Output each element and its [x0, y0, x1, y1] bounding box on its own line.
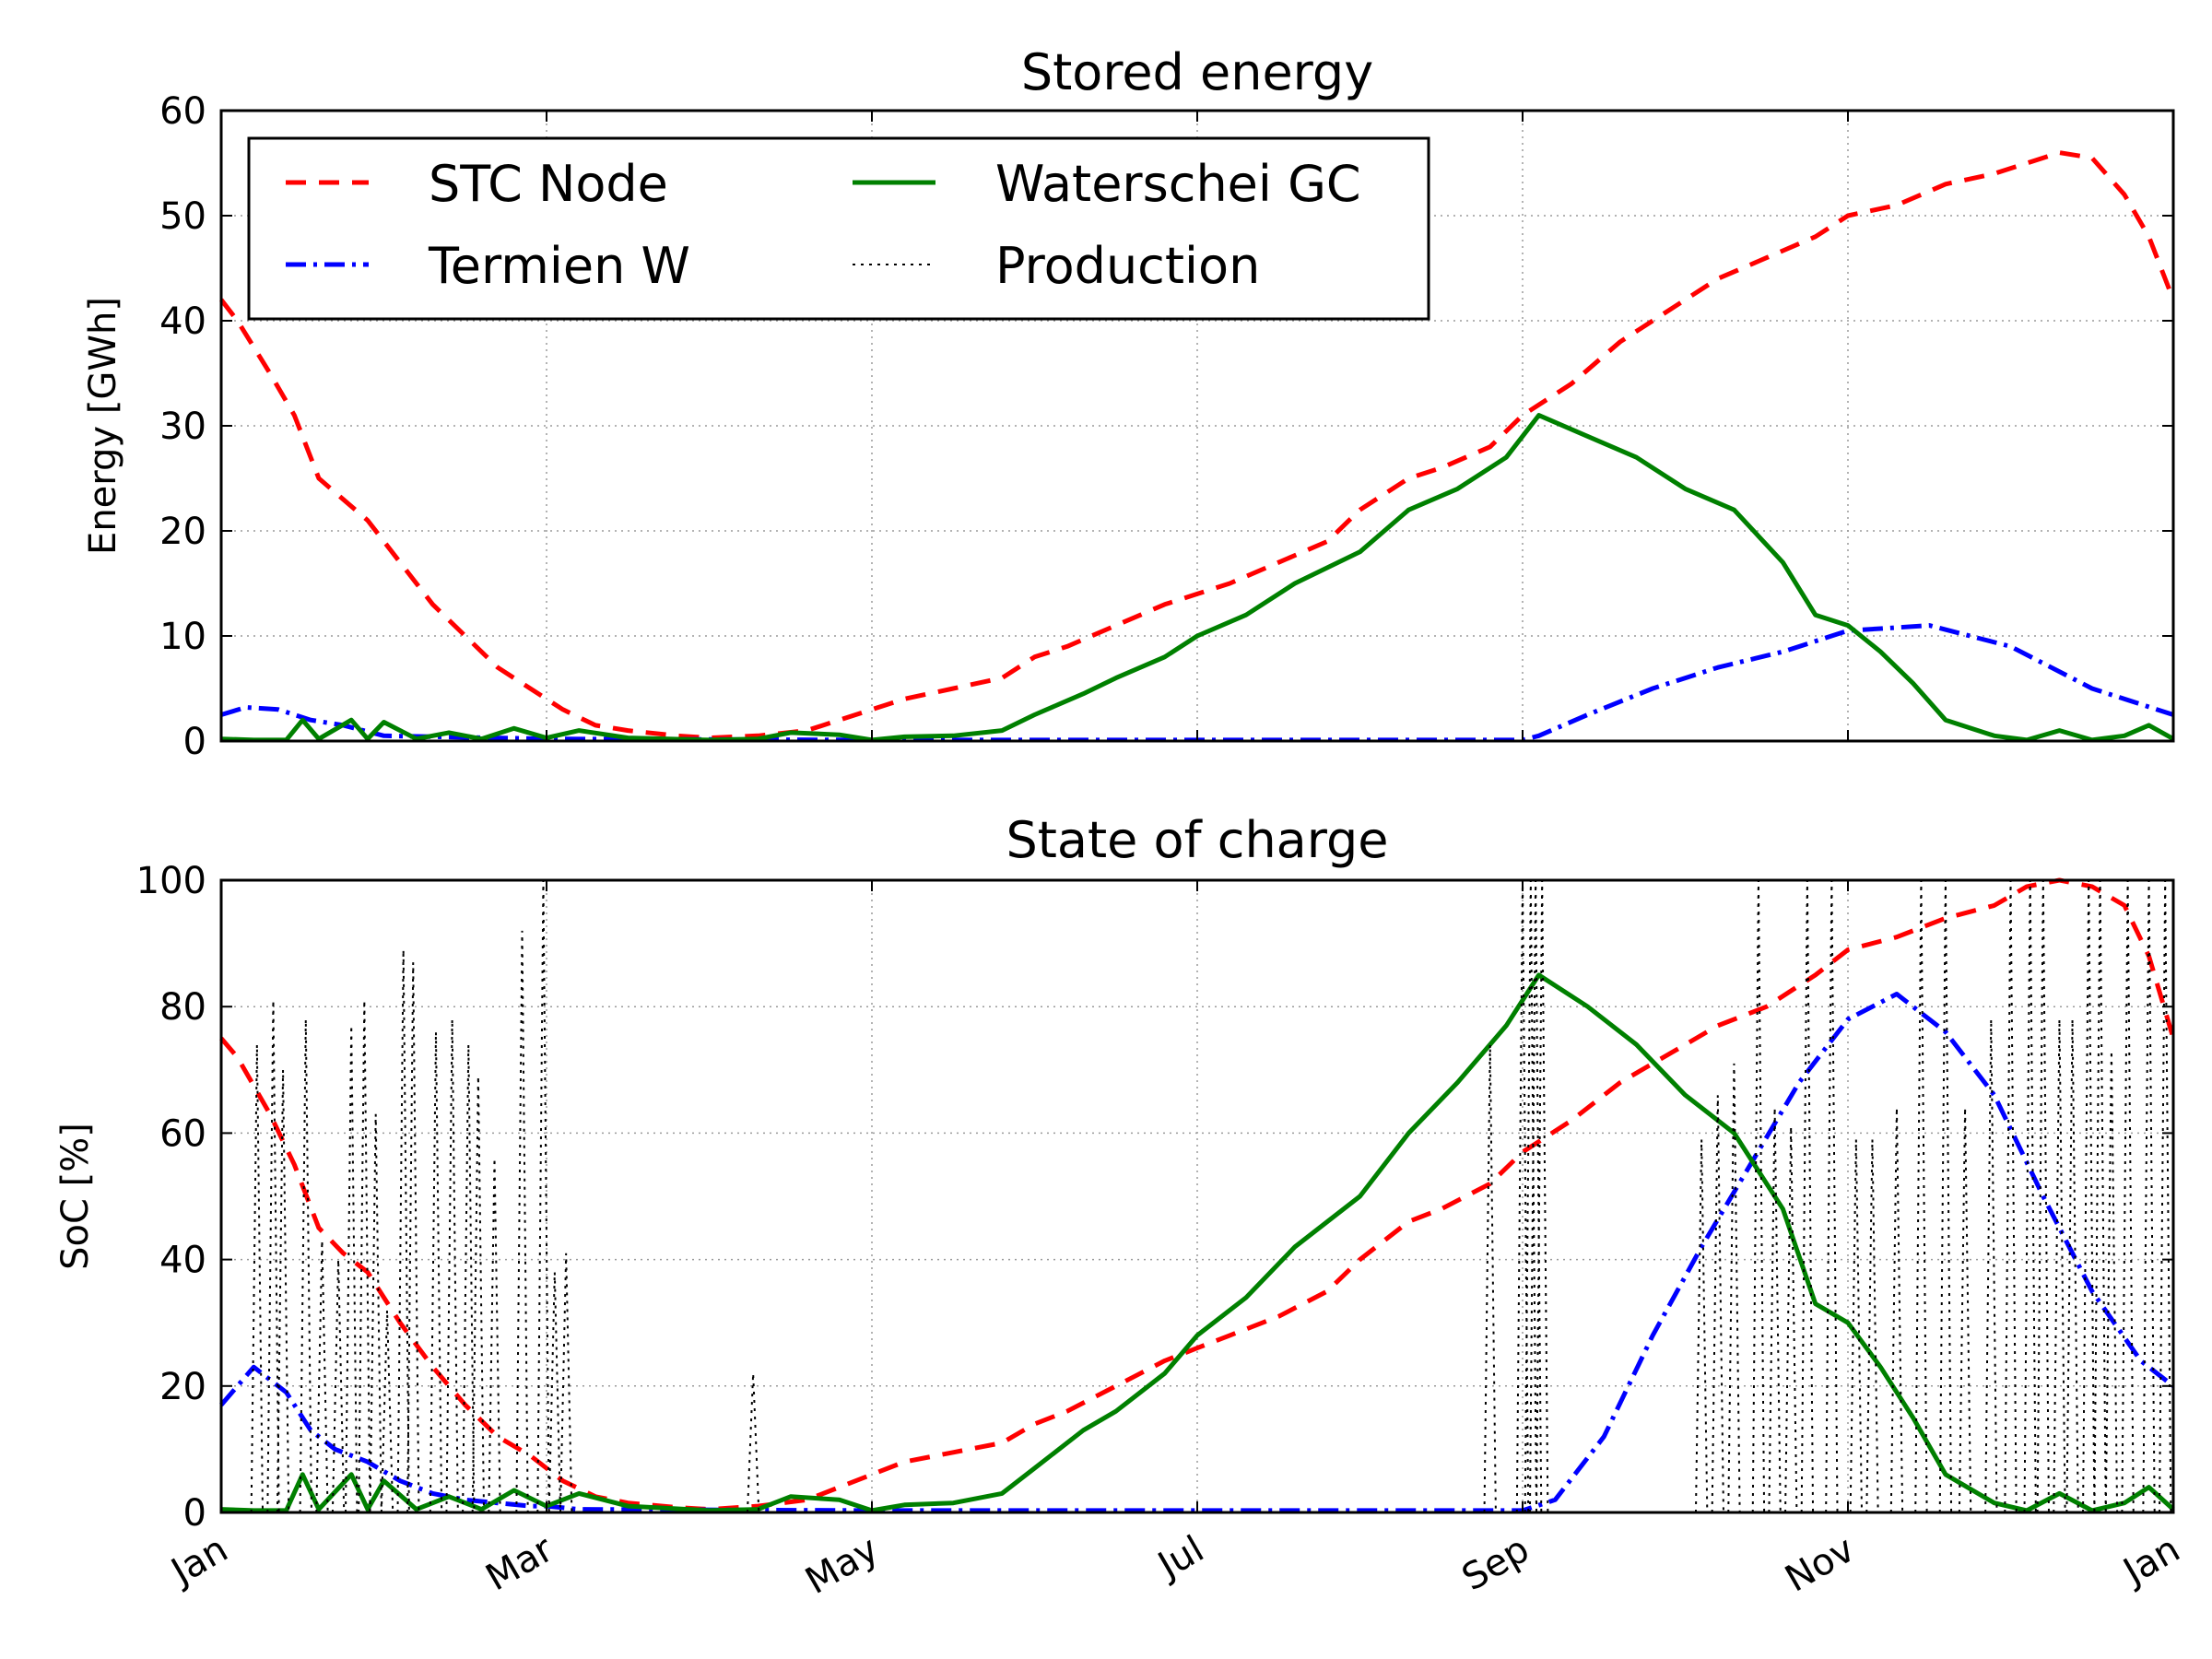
stored-energy-series-stc-node	[219, 150, 2176, 741]
stored-energy-panel: 0 10 20 30 40 50 60 Stored energy Energy [GWh]…	[82, 43, 2176, 763]
state-of-charge-ytick-label-4: 80	[159, 986, 206, 1029]
state-of-charge-production-spike-8	[369, 1113, 382, 1513]
state-of-charge-production-spike-14	[462, 1044, 476, 1513]
legend-label-waterschei-gc: Waterschei GC	[995, 155, 1361, 213]
stored-energy-ytick-label-0: 0	[183, 721, 206, 763]
stored-energy-ytick-label-2: 20	[159, 511, 206, 553]
state-of-charge-grid	[221, 880, 2173, 1512]
state-of-charge-production-spike-5	[331, 1259, 346, 1513]
state-of-charge-series-waterschei-gc	[220, 972, 2175, 1513]
state-of-charge-title: State of charge	[1006, 811, 1388, 869]
state-of-charge-production-spike-40	[1958, 1107, 1972, 1513]
state-of-charge-production-spike-9	[380, 1310, 394, 1513]
state-of-charge-production-spike-10	[396, 949, 410, 1513]
state-of-charge-production-spike-11	[406, 962, 420, 1513]
state-of-charge-production-spike-28	[1711, 1095, 1724, 1513]
state-of-charge-ytick-label-5: 100	[136, 860, 206, 902]
state-of-charge-ytick-label-2: 40	[159, 1240, 206, 1282]
state-of-charge-ytick-label-0: 0	[183, 1492, 206, 1535]
legend-box	[247, 136, 1430, 321]
state-of-charge-ylabel: SoC [%]	[54, 1123, 97, 1270]
state-of-charge-series-termien-w	[219, 992, 2175, 1513]
stored-energy-series-waterschei-gc	[220, 413, 2175, 743]
state-of-charge-production-spike-13	[445, 1018, 459, 1513]
legend-label-termien-w: Termien W	[428, 237, 690, 295]
state-of-charge-production-spike-37	[1889, 1107, 1904, 1513]
stored-energy-ylabel: Energy [GWh]	[82, 297, 124, 555]
state-of-charge-production-spike-20	[559, 1253, 573, 1513]
state-of-charge-production-spike-17	[515, 930, 529, 1513]
state-of-charge-ytick-label-3: 60	[159, 1112, 206, 1155]
state-of-charge-production-spike-29	[1727, 1063, 1741, 1513]
legend: STC Node Termien W Waterschei GC Product…	[247, 136, 1430, 321]
state-of-charge-production-spike-16	[488, 1158, 501, 1513]
stored-energy-title: Stored energy	[1021, 43, 1373, 101]
legend-label-stc-node: STC Node	[429, 155, 668, 213]
state-of-charge-production-spike-3	[299, 1018, 312, 1513]
state-of-charge-production-spike-12	[429, 1031, 443, 1513]
stored-energy-ytick-label-6: 60	[159, 90, 206, 133]
stored-energy-ytick-label-5: 50	[159, 195, 206, 238]
state-of-charge-ytick-label-1: 20	[159, 1366, 206, 1408]
state-of-charge-series-stc-node	[219, 877, 2176, 1512]
state-of-charge-production-spike-41	[1984, 1018, 1998, 1513]
stored-energy-ticks: 0 10 20 30 40 50 60	[159, 90, 2174, 763]
state-of-charge-production-spike-45	[2053, 1018, 2066, 1513]
state-of-charge-production-spike-0	[250, 1044, 265, 1513]
state-of-charge-production-spike-46	[2065, 1018, 2079, 1513]
stored-energy-ytick-label-4: 40	[159, 300, 206, 343]
state-of-charge-production-spike-22	[1483, 1044, 1497, 1513]
stored-energy-ytick-label-1: 10	[159, 616, 206, 658]
legend-label-production: Production	[995, 237, 1260, 295]
state-of-charge-production-spike-19	[547, 1272, 562, 1513]
stored-energy-ytick-label-3: 30	[159, 406, 206, 448]
state-of-charge-production-spike-31	[1768, 1107, 1782, 1513]
